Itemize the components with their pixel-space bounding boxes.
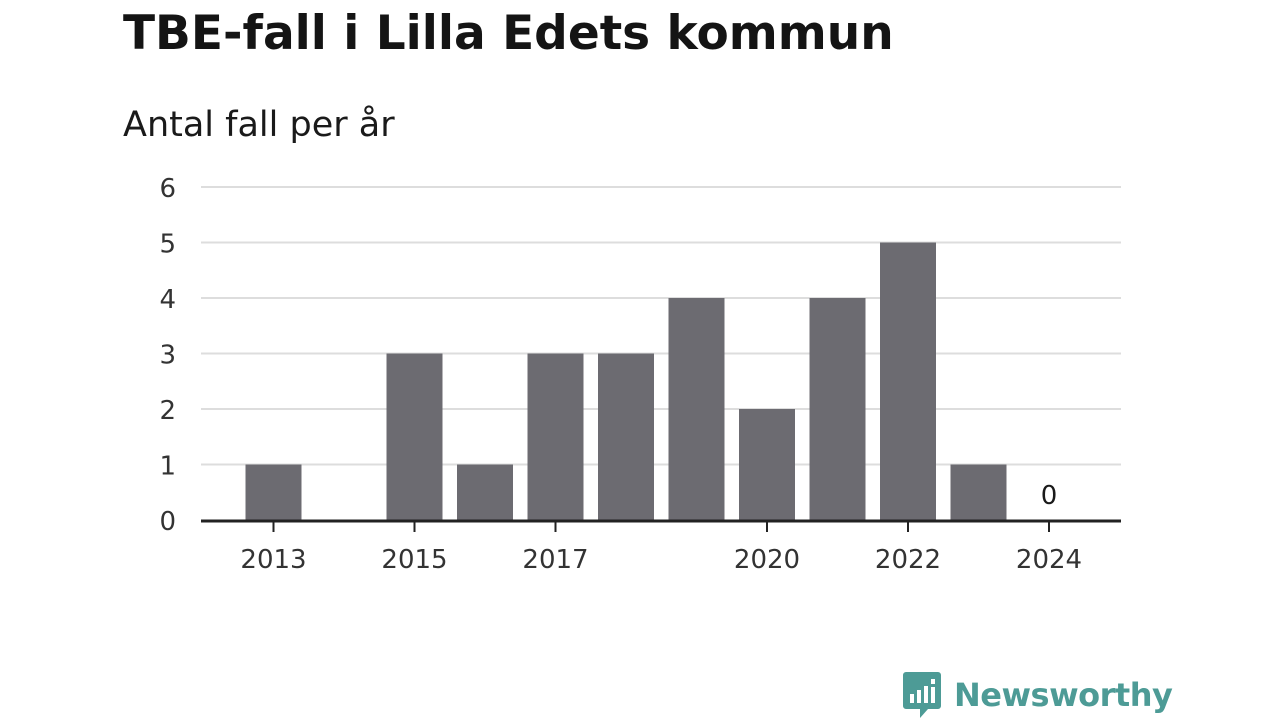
bar xyxy=(598,353,654,520)
bar xyxy=(739,409,795,520)
bar xyxy=(950,464,1007,520)
bar xyxy=(668,298,725,520)
bar xyxy=(245,464,302,520)
y-tick-label: 3 xyxy=(159,341,176,371)
y-tick-label: 5 xyxy=(159,230,176,260)
bar xyxy=(880,242,936,520)
bar-chart: 0 1 2 3 4 5 6 0 2013 2015 2017 2020 2022 2024 xyxy=(159,174,1121,575)
bar xyxy=(457,464,513,520)
y-tick-label: 6 xyxy=(159,174,176,204)
y-tick-label: 2 xyxy=(159,396,176,426)
chart-title: TBE-fall i Lilla Edets kommun xyxy=(123,6,894,61)
bar xyxy=(386,353,443,520)
x-tick-label: 2015 xyxy=(381,545,447,575)
x-tick-label: 2022 xyxy=(875,545,941,575)
y-tick-label: 4 xyxy=(159,285,176,315)
x-tick-label: 2020 xyxy=(734,545,800,575)
brand-name: Newsworthy xyxy=(954,676,1173,714)
x-tick-label: 2017 xyxy=(522,545,588,575)
bar-chart-speech-bubble-icon xyxy=(903,672,941,718)
chart-subtitle: Antal fall per år xyxy=(123,105,395,145)
bar xyxy=(527,353,584,520)
bar xyxy=(809,298,866,520)
x-tick-label: 2013 xyxy=(240,545,306,575)
y-tick-label: 1 xyxy=(159,452,176,482)
y-tick-label: 0 xyxy=(159,507,176,537)
newsworthy-logo: Newsworthy xyxy=(902,670,1173,720)
data-label: 0 xyxy=(1041,481,1058,511)
x-tick-label: 2024 xyxy=(1016,545,1082,575)
